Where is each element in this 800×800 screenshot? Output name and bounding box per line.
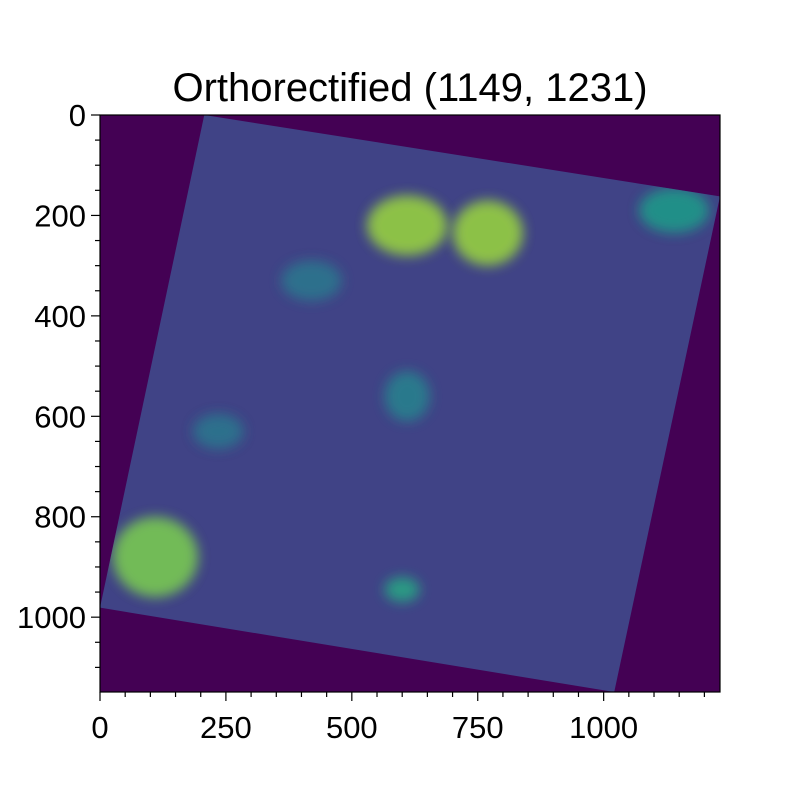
x-axis: 0 250 500 750 1000 bbox=[91, 692, 705, 745]
y-tick-label: 600 bbox=[34, 399, 86, 434]
bright-region bbox=[638, 187, 710, 234]
bright-region bbox=[384, 371, 430, 422]
x-tick-label: 750 bbox=[452, 710, 504, 745]
y-tick-label: 1000 bbox=[17, 600, 86, 635]
plot-axes bbox=[99, 114, 721, 693]
chart-title: Orthorectified (1149, 1231) bbox=[172, 66, 647, 110]
x-tick-label: 1000 bbox=[569, 710, 638, 745]
bright-region bbox=[112, 516, 199, 598]
y-axis: 0 200 400 600 800 1000 bbox=[17, 98, 100, 668]
y-tick-label: 200 bbox=[34, 198, 86, 233]
bright-region bbox=[281, 260, 342, 301]
x-tick-label: 250 bbox=[200, 710, 252, 745]
y-tick-label: 400 bbox=[34, 299, 86, 334]
axes-frame bbox=[99, 114, 721, 693]
bright-regions bbox=[112, 187, 710, 603]
bright-region bbox=[366, 195, 448, 256]
x-tick-label: 500 bbox=[326, 710, 378, 745]
raster-image bbox=[100, 115, 720, 692]
bright-region bbox=[193, 413, 244, 449]
y-tick-label: 0 bbox=[69, 98, 86, 133]
bright-region bbox=[452, 200, 524, 266]
bright-region bbox=[384, 577, 420, 603]
y-tick-label: 800 bbox=[34, 500, 86, 535]
x-tick-label: 0 bbox=[91, 710, 108, 745]
